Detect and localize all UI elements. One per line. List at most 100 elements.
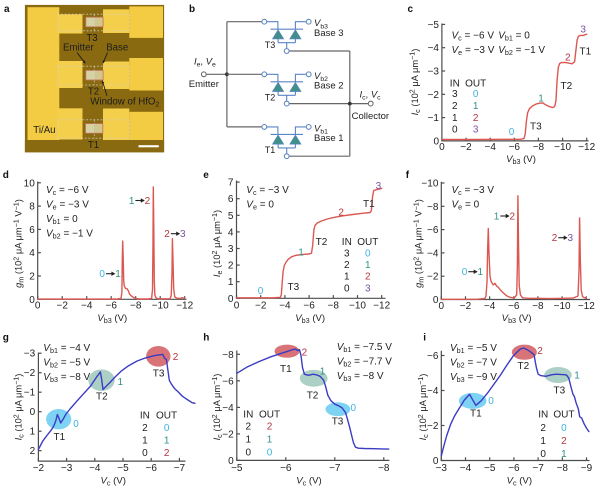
svg-text:1: 1 [118, 377, 124, 388]
svg-text:2: 2 [302, 347, 308, 358]
svg-text:1: 1 [298, 248, 304, 259]
svg-text:2: 2 [365, 272, 371, 283]
svg-text:b: b [189, 4, 195, 15]
svg-text:2: 2 [552, 233, 558, 244]
svg-text:0: 0 [433, 295, 439, 306]
svg-text:−5: −5 [428, 20, 440, 31]
svg-text:−4: −4 [222, 403, 234, 414]
svg-text:−8: −8 [427, 202, 439, 213]
svg-text:1: 1 [129, 196, 135, 207]
svg-text:Collector: Collector [352, 111, 390, 122]
svg-text:−2: −2 [427, 272, 439, 283]
svg-text:Ie (102 μA μm−1): Ie (102 μA μm−1) [210, 210, 224, 277]
svg-text:−3: −3 [24, 349, 36, 360]
svg-text:Vb3​ = −8 V: Vb3​ = −8 V [43, 372, 90, 384]
svg-text:−4: −4 [81, 301, 93, 312]
svg-text:−12: −12 [373, 301, 390, 312]
svg-text:−2: −2 [33, 463, 45, 474]
svg-text:−2: −2 [255, 301, 267, 312]
svg-text:−5: −5 [117, 463, 129, 474]
svg-text:Vb1​ = 0: Vb1​ = 0 [498, 31, 530, 43]
svg-text:Ve​ = 0: Ve​ = 0 [246, 200, 274, 212]
svg-text:−5: −5 [231, 463, 243, 474]
svg-text:5: 5 [228, 211, 234, 222]
svg-text:0: 0 [439, 301, 445, 312]
svg-text:Ic​, Vc​: Ic​, Vc​ [360, 90, 382, 102]
svg-text:3: 3 [344, 249, 350, 260]
svg-text:−6: −6 [280, 463, 292, 474]
svg-text:1: 1 [473, 101, 479, 112]
svg-text:−2: −2 [56, 301, 68, 312]
svg-text:T2: T2 [96, 392, 108, 403]
svg-text:0: 0 [228, 294, 234, 305]
svg-text:−3: −3 [61, 463, 73, 474]
svg-text:0: 0 [258, 286, 264, 297]
svg-text:−3: −3 [436, 463, 448, 474]
svg-text:OUT: OUT [156, 410, 177, 421]
svg-text:2: 2 [173, 352, 179, 363]
svg-text:−2: −2 [428, 90, 440, 101]
svg-text:0: 0 [509, 127, 515, 138]
svg-text:−10: −10 [421, 179, 438, 190]
svg-text:−2: −2 [24, 368, 36, 379]
svg-text:2: 2 [164, 229, 170, 240]
svg-text:−8: −8 [533, 142, 545, 153]
svg-text:0: 0 [439, 142, 445, 153]
svg-text:7: 7 [228, 178, 234, 189]
svg-text:−12: −12 [176, 301, 193, 312]
svg-text:e: e [203, 170, 209, 181]
svg-text:−4: −4 [279, 301, 291, 312]
svg-text:Vb2​ = −7 V: Vb2​ = −7 V [450, 358, 497, 370]
svg-text:4: 4 [228, 227, 234, 238]
svg-text:T2: T2 [307, 391, 319, 402]
svg-text:Emitter: Emitter [63, 43, 94, 54]
svg-text:IN: IN [450, 79, 460, 90]
svg-text:0: 0 [164, 423, 170, 434]
svg-text:3: 3 [473, 125, 479, 136]
svg-text:0: 0 [267, 448, 273, 459]
svg-text:T3: T3 [332, 416, 344, 427]
svg-text:−1: −1 [428, 113, 440, 124]
svg-text:−6: −6 [427, 351, 439, 362]
svg-text:gm (102 μA μm−1 V−1): gm (102 μA μm−1 V−1) [411, 199, 425, 288]
svg-text:1: 1 [267, 435, 273, 446]
svg-text:−8: −8 [328, 301, 340, 312]
svg-text:−12: −12 [578, 301, 595, 312]
svg-text:i: i [423, 333, 426, 344]
svg-text:−7: −7 [174, 463, 186, 474]
svg-text:Ic (102 μA μm−1): Ic (102 μA μm−1) [210, 374, 224, 441]
svg-text:−10: −10 [554, 301, 571, 312]
svg-text:Ve​ = 0: Ve​ = 0 [452, 200, 480, 212]
svg-text:−8: −8 [378, 463, 390, 474]
svg-text:0: 0 [99, 269, 105, 280]
svg-text:Vb1​ = −5 V: Vb1​ = −5 V [450, 343, 497, 355]
svg-text:−7: −7 [532, 463, 544, 474]
svg-text:4: 4 [29, 248, 35, 259]
svg-text:OUT: OUT [259, 410, 280, 421]
svg-text:−4: −4 [427, 386, 439, 397]
svg-text:Base 3: Base 3 [314, 28, 344, 39]
svg-text:Emitter: Emitter [189, 79, 219, 90]
svg-text:−4: −4 [460, 463, 472, 474]
svg-text:Base: Base [106, 43, 128, 54]
svg-text:3: 3 [180, 229, 186, 240]
svg-text:−4: −4 [484, 142, 496, 153]
svg-text:1: 1 [228, 277, 234, 288]
svg-text:3: 3 [365, 283, 371, 294]
svg-text:6: 6 [29, 225, 35, 236]
svg-text:−2: −2 [222, 429, 234, 440]
svg-text:Vb1​ = 0: Vb1​ = 0 [46, 214, 78, 226]
svg-text:1: 1 [365, 260, 371, 271]
svg-text:Vc​ = −6 V: Vc​ = −6 V [46, 185, 89, 197]
svg-text:Vc​ (V): Vc​ (V) [100, 475, 125, 487]
svg-text:Vc​ = −3 V: Vc​ = −3 V [452, 185, 495, 197]
svg-text:1: 1 [30, 427, 36, 438]
svg-text:0: 0 [234, 301, 240, 312]
svg-text:f: f [406, 170, 410, 181]
svg-text:Ic (102 μA μm−1): Ic (102 μA μm−1) [416, 374, 430, 441]
svg-text:−6: −6 [508, 301, 520, 312]
svg-text:1: 1 [494, 211, 500, 222]
svg-text:6: 6 [228, 194, 234, 205]
svg-text:Base 1: Base 1 [314, 133, 344, 144]
svg-text:2: 2 [267, 422, 273, 433]
